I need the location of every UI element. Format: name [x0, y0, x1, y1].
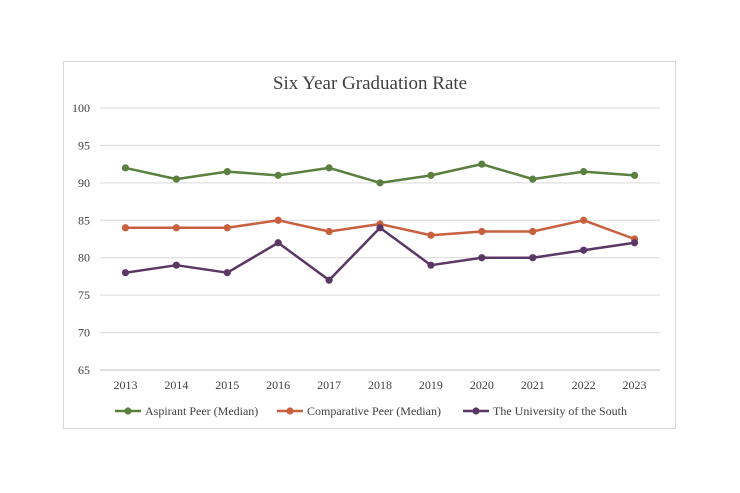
y-tick-label: 85: [78, 213, 90, 227]
data-point: [325, 227, 333, 236]
legend-entry: Comparative Peer (Median): [277, 404, 441, 418]
x-tick-label: 2013: [113, 378, 137, 392]
data-point: [630, 171, 639, 179]
legend-label: Aspirant Peer (Median): [145, 404, 258, 418]
x-tick-label: 2019: [419, 378, 443, 392]
data-point: [121, 269, 130, 277]
data-point: [376, 179, 384, 187]
data-point: [376, 224, 384, 232]
y-tick-label: 70: [78, 326, 90, 340]
data-point: [121, 164, 130, 172]
x-tick-label: 2014: [164, 378, 188, 392]
y-tick-label: 90: [78, 176, 90, 190]
data-point: [478, 227, 486, 236]
data-point: [580, 246, 588, 254]
x-tick-label: 2021: [521, 378, 545, 392]
legend-swatch-marker: [286, 407, 294, 415]
data-point: [529, 175, 537, 183]
data-point: [427, 231, 435, 239]
data-point: [172, 175, 180, 183]
data-point: [630, 239, 639, 247]
chart-title: Six Year Graduation Rate: [273, 73, 467, 94]
data-point: [274, 171, 282, 179]
y-axis-ticks: 65 70 75 80 85 90 95 100: [72, 101, 90, 377]
data-point: [274, 239, 282, 247]
legend-swatch-marker: [124, 407, 132, 415]
x-tick-label: 2022: [572, 378, 596, 392]
data-point: [478, 160, 486, 168]
legend: Aspirant Peer (Median) Comparative Peer (…: [115, 404, 627, 418]
data-point: [427, 261, 435, 269]
x-tick-label: 2018: [368, 378, 392, 392]
chart-frame: [63, 61, 676, 429]
data-point: [427, 171, 435, 179]
data-point: [580, 168, 588, 176]
series-3: [121, 224, 639, 284]
data-point: [223, 269, 231, 277]
legend-label: The University of the South: [493, 404, 627, 418]
x-axis-ticks: 2013 2014 2015 2016 2017 2018 2019 2020 2021 2022…: [113, 378, 646, 392]
data-point: [325, 164, 333, 172]
data-point: [223, 168, 231, 176]
legend-label: Comparative Peer (Median): [307, 404, 441, 418]
x-tick-label: 2015: [215, 378, 239, 392]
series-lines: [121, 160, 639, 284]
x-tick-label: 2020: [470, 378, 494, 392]
data-point: [325, 276, 333, 284]
data-point: [172, 261, 180, 269]
x-tick-label: 2023: [623, 378, 647, 392]
data-point: [529, 227, 537, 236]
legend-entry: The University of the South: [463, 404, 627, 418]
data-point: [580, 216, 588, 224]
y-tick-label: 75: [78, 288, 90, 302]
legend-entry: Aspirant Peer (Median): [115, 404, 258, 418]
data-point: [274, 216, 282, 224]
series-1: [121, 160, 639, 187]
x-tick-label: 2017: [317, 378, 341, 392]
x-tick-label: 2016: [266, 378, 290, 392]
y-tick-label: 95: [78, 138, 90, 152]
series-line: [125, 226, 635, 282]
gridlines: [100, 107, 660, 371]
data-point: [529, 254, 537, 262]
legend-swatch-marker: [472, 407, 480, 415]
data-point: [121, 224, 130, 232]
y-tick-label: 65: [78, 363, 90, 377]
y-tick-label: 80: [78, 251, 90, 265]
y-tick-label: 100: [72, 101, 90, 115]
data-point: [223, 224, 231, 232]
data-point: [172, 224, 180, 232]
data-point: [478, 254, 486, 262]
